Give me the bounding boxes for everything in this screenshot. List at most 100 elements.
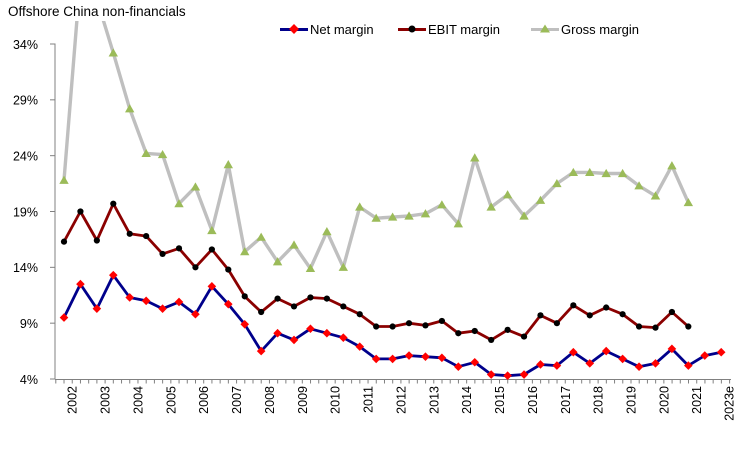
legend-swatch-gross [531, 20, 559, 38]
legend-item-ebit-margin: EBIT margin [398, 20, 500, 38]
triangle-marker-icon [207, 225, 217, 235]
triangle-marker-icon [190, 182, 201, 191]
diamond-marker-icon [569, 347, 578, 357]
series-gross-margin [59, 21, 694, 273]
x-tick-label: 2014 [460, 386, 474, 414]
x-tick-label: 2007 [230, 386, 244, 414]
series-ebit-margin [60, 200, 692, 344]
x-tick-label: 2019 [624, 386, 638, 414]
legend-swatch-net [280, 20, 308, 38]
diamond-marker-icon [486, 370, 496, 379]
triangle-marker-icon [437, 200, 447, 209]
diamond-marker-icon [158, 304, 167, 313]
triangle-marker-icon [322, 227, 332, 236]
circle-marker-icon [389, 323, 396, 330]
triangle-marker-icon [404, 211, 414, 220]
y-tick-label: 14% [13, 261, 38, 275]
y-axis-labels: 34% 29% 24% 19% 14% 9% 4% [13, 38, 38, 387]
diamond-marker-icon [634, 362, 644, 372]
circle-marker-icon [93, 237, 100, 244]
triangle-marker-icon [59, 175, 69, 184]
x-tick-label: 2009 [296, 386, 310, 414]
x-tick-label: 2016 [526, 386, 540, 414]
series-group [59, 21, 726, 380]
circle-marker-icon [323, 295, 330, 302]
diamond-marker-icon [667, 344, 677, 354]
diamond-marker-icon [700, 351, 710, 360]
circle-marker-icon [208, 246, 215, 253]
circle-marker-icon [668, 308, 676, 316]
circle-marker-icon [225, 266, 232, 273]
diamond-marker-icon [92, 304, 102, 313]
diamond-marker-icon [224, 299, 233, 309]
legend-label-net-margin: Net margin [310, 21, 374, 37]
circle-marker-icon [126, 230, 133, 237]
triangle-marker-icon [125, 104, 135, 113]
circle-marker-icon [60, 238, 68, 245]
triangle-marker-icon [552, 178, 562, 188]
triangle-marker-icon [223, 160, 233, 169]
triangle-marker-icon [617, 168, 628, 178]
triangle-marker-icon [355, 202, 365, 211]
triangle-marker-icon [634, 181, 644, 190]
circle-marker-icon [159, 250, 166, 258]
diamond-marker-icon [503, 371, 512, 380]
triangle-marker-icon [650, 191, 661, 200]
x-tick-label: 2010 [329, 386, 343, 414]
x-tick-label: 2023e [723, 386, 736, 421]
legend-label-gross-margin: Gross margin [561, 21, 640, 37]
legend-label-ebit-margin: EBIT margin [428, 21, 501, 37]
axes [50, 43, 731, 384]
circle-marker-icon [307, 294, 314, 301]
y-tick-label: 34% [13, 38, 38, 52]
diamond-marker-icon [289, 335, 299, 345]
x-tick-label: 2005 [164, 386, 178, 414]
circle-marker-icon [635, 323, 643, 330]
circle-marker-icon [405, 320, 413, 327]
ebit-margin-line [62, 202, 690, 342]
x-tick-label: 2004 [131, 386, 145, 414]
circle-marker-icon [488, 336, 495, 344]
triangle-marker-icon [387, 212, 398, 221]
diamond-marker-icon [339, 333, 348, 342]
circle-marker-icon [143, 232, 150, 240]
diamond-marker-icon [256, 346, 266, 356]
triangle-marker-icon [667, 161, 677, 170]
circle-marker-icon [373, 323, 380, 330]
triangle-marker-icon [519, 211, 529, 220]
triangle-marker-icon [108, 48, 118, 57]
circle-marker-icon [192, 264, 199, 271]
diamond-marker-icon [470, 357, 480, 367]
circle-marker-icon [570, 302, 577, 309]
x-tick-label: 2012 [394, 386, 408, 414]
triangle-marker-icon [371, 213, 381, 222]
triangle-marker-icon [540, 24, 550, 33]
diamond-marker-icon [601, 346, 611, 356]
triangle-marker-icon [535, 195, 546, 204]
x-tick-label: 2021 [690, 386, 704, 414]
triangle-marker-icon [453, 219, 464, 228]
diamond-marker-icon [371, 354, 381, 364]
triangle-marker-icon [470, 153, 480, 162]
diamond-marker-icon [404, 351, 414, 360]
x-tick-label: 2006 [197, 386, 211, 414]
diamond-marker-icon [355, 342, 365, 351]
circle-marker-icon [520, 333, 528, 340]
triangle-marker-icon [420, 209, 431, 218]
diamond-marker-icon [536, 360, 545, 369]
circle-marker-icon [274, 295, 281, 302]
diamond-marker-icon [684, 361, 693, 370]
diamond-marker-icon [141, 296, 151, 306]
circle-marker-icon [685, 323, 692, 330]
triangle-marker-icon [256, 232, 266, 241]
diamond-marker-icon [585, 359, 595, 368]
diamond-marker-icon [421, 352, 430, 361]
diamond-marker-icon [191, 309, 200, 319]
legend-item-gross-margin: Gross margin [531, 20, 639, 38]
diamond-marker-icon [59, 313, 69, 322]
x-tick-label: 2020 [657, 386, 671, 414]
diamond-marker-icon [651, 359, 660, 368]
triangle-marker-icon [272, 257, 283, 266]
triangle-marker-icon [601, 168, 611, 178]
